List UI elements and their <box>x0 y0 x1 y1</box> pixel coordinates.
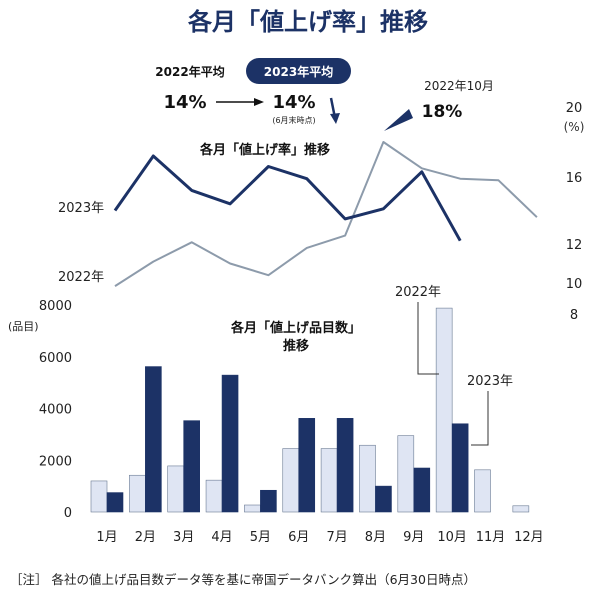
bar-2023年-6月 <box>298 418 316 513</box>
bar-2022年-2月 <box>129 474 146 513</box>
bar-2023年-4月 <box>221 374 239 513</box>
bar-x-tick: 2月 <box>135 530 156 545</box>
bar-legend-2022: 2022年 <box>395 285 441 300</box>
bar-2023年-5月 <box>260 489 277 513</box>
line-series-group <box>113 141 538 287</box>
bar-chart: 0 2000 4000 6000 8000 (品目) 各月「値上げ品目数」 推移 1月 2… <box>8 285 544 545</box>
avg-2023-label: 2023年平均 <box>264 64 333 79</box>
bar-x-tick: 6月 <box>288 530 309 545</box>
peak-label: 2022年10月 <box>424 79 494 93</box>
bar-2022年-6月 <box>282 448 300 513</box>
bar-2022年-8月 <box>359 444 376 513</box>
bar-chart-title-line2: 推移 <box>283 338 309 354</box>
page-title: 各月「値上げ率」推移 <box>187 8 428 36</box>
bar-y-unit: (品目) <box>8 320 39 333</box>
footnote: ［注］ 各社の値上げ品目数データ等を基に帝国データバンク算出（6月30日時点） <box>10 572 476 587</box>
bar-legend-2022-leader <box>417 302 439 375</box>
line-y-unit: (%) <box>564 120 585 134</box>
avg-annotation: 2022年平均 14% 2023年平均 14% (6月末時点) <box>155 58 351 125</box>
bar-legend-2023-leader <box>471 391 489 446</box>
line-series-2023年 <box>113 154 462 242</box>
bar-2022年-5月 <box>244 504 261 513</box>
bar-2022年-1月 <box>90 480 108 513</box>
bars-group <box>90 307 530 513</box>
line-y-tick: 12 <box>566 238 583 253</box>
series-label-2023: 2023年 <box>58 201 104 216</box>
bar-2022年-9月 <box>397 435 415 513</box>
bar-2023年-10月 <box>451 423 469 513</box>
peak-annotation: 2022年10月 18% <box>384 79 494 131</box>
bar-x-tick: 5月 <box>250 530 271 545</box>
bar-y-tick: 8000 <box>39 299 72 314</box>
avg-2022-label: 2022年平均 <box>155 64 224 79</box>
avg-2023-value: 14% <box>272 92 315 113</box>
bar-x-tick: 12月 <box>514 530 544 545</box>
line-y-tick: 10 <box>566 277 583 292</box>
bar-x-tick: 1月 <box>96 530 117 545</box>
peak-value: 18% <box>422 102 463 122</box>
bar-2023年-7月 <box>336 418 354 513</box>
line-chart-title: 各月「値上げ率」推移 <box>199 142 330 158</box>
peak-pointer <box>384 109 413 131</box>
bar-y-tick: 4000 <box>39 403 72 418</box>
bar-x-tick: 7月 <box>326 530 347 545</box>
bar-2023年-9月 <box>413 467 431 513</box>
bar-legend-2023: 2023年 <box>467 374 513 389</box>
bar-y-tick: 0 <box>64 506 72 521</box>
bar-2022年-7月 <box>320 448 338 513</box>
bar-x-tick: 8月 <box>365 530 386 545</box>
bar-x-tick: 10月 <box>437 530 467 545</box>
bar-x-tick: 11月 <box>476 530 506 545</box>
avg-pointer-head <box>330 113 340 124</box>
bar-y-ticks: 0 2000 4000 6000 8000 <box>39 299 72 521</box>
bar-x-ticks: 1月 2月 3月 4月 5月 6月 7月 8月 9月 10月 11月 12月 <box>96 530 543 545</box>
line-series-2022年 <box>114 141 538 287</box>
bar-y-tick: 2000 <box>39 454 72 469</box>
line-y-ticks: 20 16 12 10 8 <box>566 101 583 323</box>
bar-x-tick: 4月 <box>211 530 232 545</box>
bar-2023年-8月 <box>375 485 392 513</box>
bar-2023年-3月 <box>183 420 200 513</box>
bar-x-tick: 3月 <box>173 530 194 545</box>
bar-2023年-1月 <box>106 492 124 513</box>
line-y-tick: 20 <box>566 101 583 116</box>
line-y-tick: 16 <box>566 171 583 186</box>
bar-2023年-2月 <box>145 366 162 513</box>
bar-chart-title-line1: 各月「値上げ品目数」 <box>230 320 361 336</box>
avg-2022-value: 14% <box>163 92 206 113</box>
avg-arrow-head <box>254 98 264 106</box>
bar-2022年-11月 <box>474 469 491 513</box>
line-chart: 20 16 12 10 8 (%) 各月「値上げ率」推移 2023年 2022年 202… <box>58 58 584 323</box>
bar-y-tick: 6000 <box>39 351 72 366</box>
avg-2023-pill <box>246 58 351 84</box>
bar-2022年-3月 <box>167 465 184 513</box>
avg-2023-note: (6月末時点) <box>272 115 315 125</box>
bar-2022年-4月 <box>205 479 223 513</box>
line-y-tick: 8 <box>570 308 578 323</box>
series-label-2022: 2022年 <box>58 270 104 285</box>
bar-x-tick: 9月 <box>403 530 424 545</box>
bar-2022年-12月 <box>512 505 530 513</box>
bar-2022年-10月 <box>435 307 453 513</box>
